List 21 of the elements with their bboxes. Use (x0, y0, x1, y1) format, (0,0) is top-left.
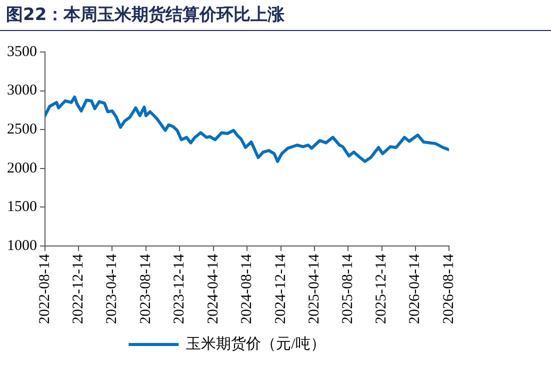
x-tick-label: 2025-08-14 (340, 254, 356, 324)
x-tick-label: 2025-12-14 (374, 254, 390, 324)
x-tick-label: 2024-08-14 (239, 254, 256, 324)
x-tick-label: 2023-12-14 (172, 254, 188, 324)
y-tick-label: 3500 (7, 44, 37, 60)
x-tick-label: 2024-12-14 (272, 254, 289, 324)
y-tick-label: 2000 (7, 160, 37, 176)
legend-label: 玉米期货价（元/吨） (186, 335, 326, 352)
y-tick-label: 3000 (7, 82, 37, 99)
x-tick-label: 2022-12-14 (70, 254, 87, 324)
x-tick-label: 2024-04-14 (205, 254, 222, 324)
y-tick-label: 2500 (7, 122, 37, 138)
x-tick-label: 2023-04-14 (104, 254, 120, 324)
x-tick-label: 2022-08-14 (36, 254, 53, 324)
x-tick-label: 2023-08-14 (138, 254, 154, 324)
x-tick-label: 2026-08-14 (440, 254, 457, 324)
chart-title: 图22：本周玉米期货结算价环比上涨 (6, 4, 285, 26)
y-tick-label: 1000 (7, 238, 37, 254)
x-tick-label: 2025-04-14 (306, 254, 322, 324)
x-tick-label: 2026-04-14 (407, 254, 424, 324)
y-tick-label: 1500 (7, 199, 37, 216)
